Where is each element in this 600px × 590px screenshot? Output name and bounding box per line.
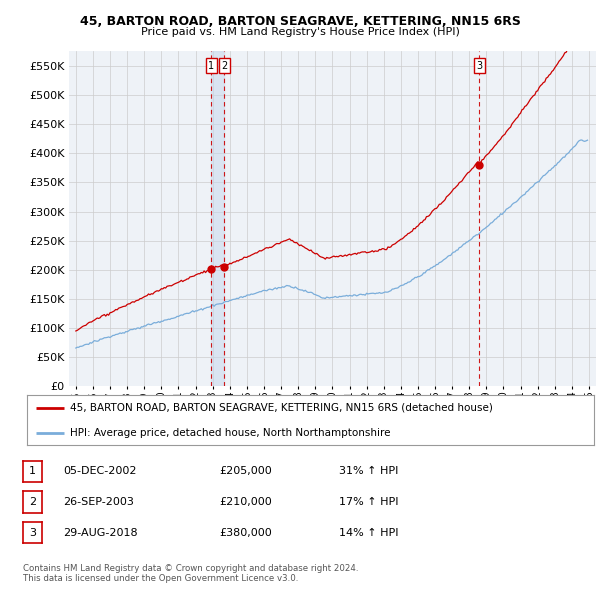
Text: 31% ↑ HPI: 31% ↑ HPI [339,467,398,476]
Text: HPI: Average price, detached house, North Northamptonshire: HPI: Average price, detached house, Nort… [70,428,390,438]
Text: 3: 3 [29,528,36,537]
Text: £210,000: £210,000 [219,497,272,507]
Text: 1: 1 [29,467,36,476]
Text: Contains HM Land Registry data © Crown copyright and database right 2024.: Contains HM Land Registry data © Crown c… [23,565,358,573]
Text: 2: 2 [221,61,227,71]
Text: £205,000: £205,000 [219,467,272,476]
Bar [211,51,224,386]
Text: 45, BARTON ROAD, BARTON SEAGRAVE, KETTERING, NN15 6RS (detached house): 45, BARTON ROAD, BARTON SEAGRAVE, KETTER… [70,403,493,413]
Text: 2: 2 [29,497,36,507]
Text: 26-SEP-2003: 26-SEP-2003 [63,497,134,507]
Text: Price paid vs. HM Land Registry's House Price Index (HPI): Price paid vs. HM Land Registry's House … [140,27,460,37]
Text: 14% ↑ HPI: 14% ↑ HPI [339,528,398,537]
Text: 1: 1 [208,61,214,71]
Text: 3: 3 [476,61,482,71]
Text: 45, BARTON ROAD, BARTON SEAGRAVE, KETTERING, NN15 6RS: 45, BARTON ROAD, BARTON SEAGRAVE, KETTER… [80,15,520,28]
Text: 29-AUG-2018: 29-AUG-2018 [63,528,137,537]
Text: £380,000: £380,000 [219,528,272,537]
Text: This data is licensed under the Open Government Licence v3.0.: This data is licensed under the Open Gov… [23,574,298,583]
Text: 05-DEC-2002: 05-DEC-2002 [63,467,137,476]
Text: 17% ↑ HPI: 17% ↑ HPI [339,497,398,507]
